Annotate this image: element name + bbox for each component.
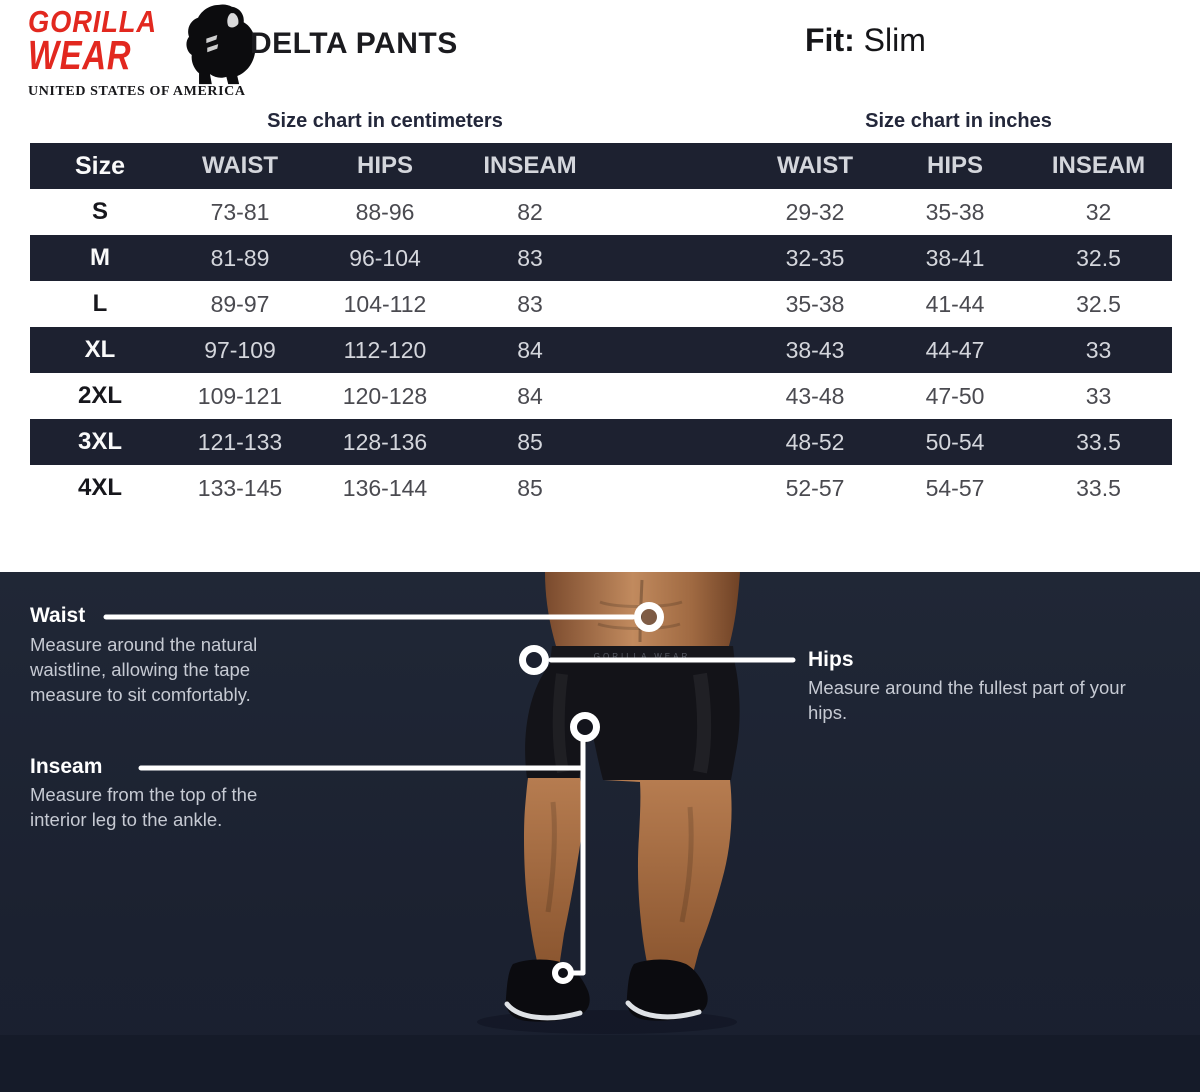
table-row: 4XL 133-145 136-144 85 52-57 54-57 33.5 [30, 465, 1172, 511]
fit-label: Fit: [805, 22, 855, 58]
in-hips-value: 54-57 [925, 475, 985, 501]
panel-floor [0, 1035, 1200, 1092]
cm-waist-value: 73-81 [210, 199, 270, 225]
table-row: XL 97-109 112-120 84 38-43 44-47 33 [30, 327, 1172, 373]
size-value: L [92, 290, 108, 317]
table-row: 3XL 121-133 128-136 85 48-52 50-54 33.5 [30, 419, 1172, 465]
hips-label: Hips [808, 648, 854, 671]
col-header-cm-inseam: INSEAM [483, 152, 577, 179]
table-row: M 81-89 96-104 83 32-35 38-41 32.5 [30, 235, 1172, 281]
brand-word-wear: WEAR [28, 32, 132, 78]
measurement-figure: GORILLA WEAR [103, 572, 796, 1034]
cm-waist-value: 133-145 [197, 475, 283, 501]
size-value: XL [84, 336, 116, 363]
cm-waist-value: 97-109 [204, 337, 276, 363]
in-inseam-value: 32.5 [1076, 245, 1121, 271]
in-hips-value: 47-50 [925, 383, 985, 409]
cm-inseam-value: 83 [517, 245, 543, 271]
size-value: 4XL [77, 474, 122, 501]
in-waist-value: 48-52 [785, 429, 845, 455]
measurement-guide-panel: GORILLA WEAR [0, 572, 1200, 1092]
in-hips-value: 38-41 [925, 245, 985, 271]
size-chart-in-title: Size chart in inches [865, 110, 1052, 132]
col-header-size: Size [74, 152, 126, 180]
waist-description: Measure around the natural waistline, al… [30, 634, 258, 705]
in-inseam-value: 32 [1085, 199, 1112, 225]
cm-inseam-value: 85 [517, 475, 543, 501]
svg-text:GORILLA WEAR: GORILLA WEAR [594, 652, 690, 661]
hips-description: Measure around the fullest part of your … [808, 677, 1126, 723]
column-gap [600, 281, 745, 327]
cm-inseam-value: 84 [517, 337, 543, 363]
brand-subtitle: UNITED STATES OF AMERICA [28, 84, 246, 99]
in-inseam-value: 33 [1085, 337, 1112, 363]
in-waist-value: 38-43 [785, 337, 845, 363]
cm-inseam-value: 83 [517, 291, 543, 317]
table-row: S 73-81 88-96 82 29-32 35-38 32 [30, 189, 1172, 235]
cm-hips-value: 88-96 [355, 199, 415, 225]
brand-logo: GORILLA WEAR UNITED STATES OF AMERICA [25, 4, 256, 104]
size-table: Size WAIST HIPS INSEAM WAIST HIPS INSEAM… [30, 143, 1172, 511]
col-header-in-waist: WAIST [777, 152, 853, 179]
col-header-cm-waist: WAIST [202, 152, 278, 179]
in-waist-value: 32-35 [785, 245, 845, 271]
column-gap [600, 465, 745, 511]
in-inseam-value: 33.5 [1076, 429, 1121, 455]
in-inseam-value: 33 [1085, 383, 1112, 409]
in-hips-value: 50-54 [925, 429, 985, 455]
inseam-description: Measure from the top of the interior leg… [30, 784, 258, 830]
col-header-cm-hips: HIPS [356, 152, 413, 179]
cm-hips-value: 104-112 [343, 291, 427, 317]
cm-hips-value: 96-104 [349, 245, 421, 271]
cm-hips-value: 136-144 [342, 475, 428, 501]
size-value: 2XL [77, 382, 122, 409]
cm-waist-value: 81-89 [210, 245, 270, 271]
column-gap [600, 327, 745, 373]
fit-text: Fit: Slim [805, 22, 926, 59]
column-gap [600, 143, 745, 189]
gorilla-icon [177, 4, 263, 91]
cm-inseam-value: 85 [517, 429, 543, 455]
column-gap [600, 419, 745, 465]
cm-hips-value: 120-128 [342, 383, 428, 409]
size-value: M [90, 244, 110, 271]
inseam-label: Inseam [30, 755, 103, 778]
brand-wordmark: GORILLA WEAR [28, 6, 175, 76]
fit-value: Slim [863, 22, 926, 58]
inseam-marker-icon [138, 712, 600, 984]
col-header-in-inseam: INSEAM [1051, 152, 1146, 179]
cm-inseam-value: 82 [517, 199, 543, 225]
in-hips-value: 35-38 [925, 199, 985, 225]
size-value: 3XL [77, 428, 122, 455]
in-inseam-value: 33.5 [1076, 475, 1121, 501]
cm-inseam-value: 84 [517, 383, 543, 409]
cm-waist-value: 109-121 [197, 383, 283, 409]
column-gap [600, 235, 745, 281]
hips-marker-icon [519, 645, 796, 675]
table-row: 2XL 109-121 120-128 84 43-48 47-50 33 [30, 373, 1172, 419]
column-gap [600, 373, 745, 419]
column-gap [600, 189, 745, 235]
in-waist-value: 35-38 [785, 291, 845, 317]
in-waist-value: 52-57 [785, 475, 845, 501]
in-waist-value: 43-48 [785, 383, 845, 409]
in-waist-value: 29-32 [785, 199, 845, 225]
cm-hips-value: 112-120 [343, 337, 427, 363]
table-row: L 89-97 104-112 83 35-38 41-44 32.5 [30, 281, 1172, 327]
size-chart-cm-title: Size chart in centimeters [267, 110, 503, 132]
waist-label: Waist [30, 604, 86, 627]
col-header-in-hips: HIPS [926, 152, 983, 179]
table-header-row: Size WAIST HIPS INSEAM WAIST HIPS INSEAM [30, 143, 1172, 189]
cm-waist-value: 89-97 [210, 291, 270, 317]
in-hips-value: 44-47 [925, 337, 985, 363]
waist-marker-icon [103, 602, 664, 632]
cm-hips-value: 128-136 [342, 429, 428, 455]
size-value: S [91, 198, 108, 225]
page-title: DELTA PANTS [250, 27, 458, 60]
in-inseam-value: 32.5 [1076, 291, 1121, 317]
in-hips-value: 41-44 [925, 291, 985, 317]
brand-word-gorilla: GORILLA [28, 4, 157, 39]
cm-waist-value: 121-133 [197, 429, 283, 455]
